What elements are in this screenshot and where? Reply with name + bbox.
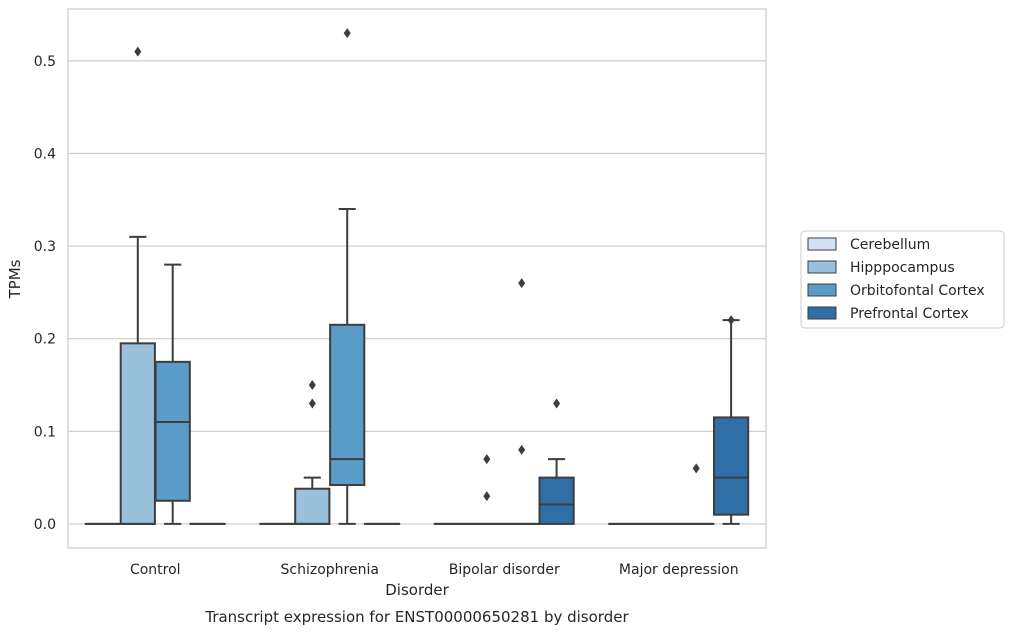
legend-frame xyxy=(800,230,1005,329)
box-prefrontal-cortex xyxy=(712,315,750,525)
outlier-point xyxy=(134,46,142,57)
box-orbitofontal-cortex xyxy=(503,278,540,525)
box-body xyxy=(119,342,156,525)
outlier-point xyxy=(518,444,526,455)
outlier-point xyxy=(343,28,351,39)
chart-caption: Transcript expression for ENST0000065028… xyxy=(204,608,629,626)
legend-label: Cerebellum xyxy=(850,237,930,253)
legend-label: Orbitofontal Cortex xyxy=(850,283,985,299)
outlier-point xyxy=(308,398,316,409)
y-tick-label: 0.3 xyxy=(34,239,56,255)
box-body xyxy=(154,360,191,502)
legend-swatch xyxy=(807,283,837,297)
legend-label: Prefrontal Cortex xyxy=(850,306,969,322)
box-hipppocampus xyxy=(468,454,505,525)
box-body xyxy=(538,476,575,525)
box-orbitofontal-cortex xyxy=(329,28,366,525)
y-tick-label: 0.0 xyxy=(34,517,56,533)
box-hipppocampus xyxy=(119,46,156,525)
legend-swatch xyxy=(807,237,837,251)
y-tick-label: 0.4 xyxy=(34,146,56,162)
legend-swatch xyxy=(807,306,837,320)
outlier-point xyxy=(692,463,700,474)
x-tick-label: Major depression xyxy=(619,562,739,578)
legend-swatch xyxy=(807,260,837,274)
plot-frame xyxy=(67,8,767,549)
box-body xyxy=(294,487,331,525)
legend-label: Hipppocampus xyxy=(850,260,955,276)
y-tick-label: 0.1 xyxy=(34,424,56,440)
y-tick-label: 0.5 xyxy=(34,54,56,70)
box-plot-marks xyxy=(84,28,750,525)
box-body xyxy=(712,416,750,516)
x-tick-labels: Control Schizophrenia Bipolar disorder Majo… xyxy=(130,562,739,578)
outlier-point xyxy=(483,491,491,502)
y-axis-label: TPMs xyxy=(6,259,24,299)
box-hipppocampus xyxy=(294,380,331,525)
outlier-point xyxy=(553,398,561,409)
x-tick-label: Control xyxy=(130,562,181,578)
x-axis-label: Disorder xyxy=(385,581,449,599)
box-body xyxy=(329,323,366,487)
box-prefrontal-cortex xyxy=(538,398,575,525)
x-tick-label: Schizophrenia xyxy=(281,562,379,578)
legend: Cerebellum Hipppocampus Orbitofontal Corte… xyxy=(800,230,1005,329)
box-orbitofontal-cortex xyxy=(678,463,715,525)
outlier-point xyxy=(727,315,735,326)
box-orbitofontal-cortex xyxy=(154,263,191,525)
y-tick-labels: 0.0 0.1 0.2 0.3 0.4 0.5 xyxy=(34,54,56,533)
y-tick-label: 0.2 xyxy=(34,332,56,348)
outlier-point xyxy=(483,454,491,465)
outlier-point xyxy=(308,380,316,391)
outlier-point xyxy=(518,278,526,289)
x-tick-label: Bipolar disorder xyxy=(449,562,560,578)
